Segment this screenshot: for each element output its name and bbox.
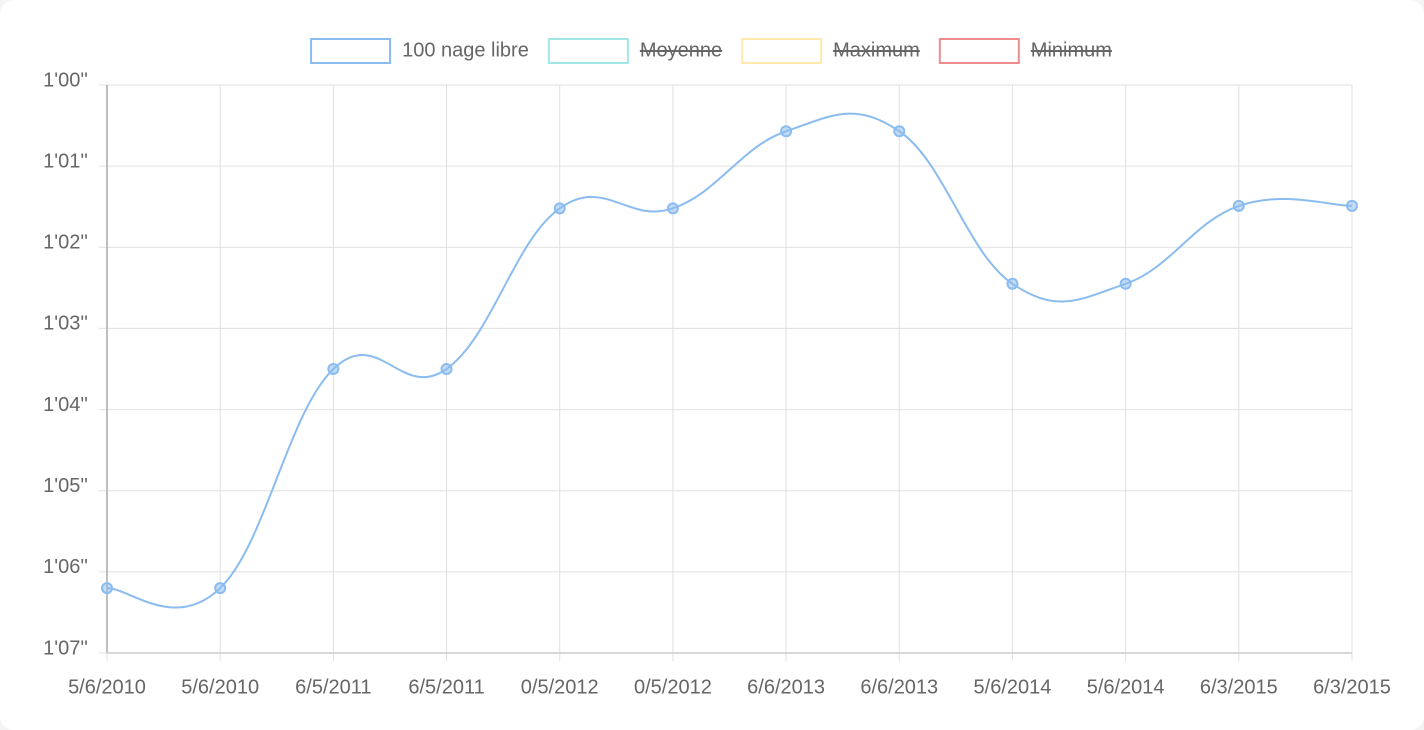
legend-label[interactable]: 100 nage libre	[402, 39, 529, 61]
y-tick-label: 1'05''	[43, 475, 88, 497]
legend-swatch	[938, 38, 1020, 64]
x-tick-label: 5/6/2010	[181, 676, 259, 698]
x-tick-label: 0/5/2012	[634, 676, 712, 698]
y-tick-label: 1'06''	[43, 556, 88, 578]
legend: 100 nage libre Moyenne Maximum Minimum	[310, 38, 1112, 64]
line	[106, 112, 1353, 609]
y-tick-label: 1'03''	[43, 313, 88, 335]
point	[1346, 199, 1358, 212]
point	[327, 363, 340, 375]
point	[440, 363, 453, 375]
point	[553, 202, 566, 215]
point	[1119, 277, 1132, 290]
x-tick-label: 5/6/2014	[1087, 676, 1165, 698]
x-tick-label: 5/6/2014	[974, 676, 1052, 698]
point	[101, 582, 113, 595]
x-tick-label: 6/5/2011	[408, 676, 484, 698]
y-tick-label: 1'02''	[43, 232, 88, 254]
x-tick-label: 0/5/2012	[521, 676, 599, 698]
legend-swatch	[547, 38, 629, 64]
x-tick-label: 5/6/2010	[68, 676, 146, 698]
point	[214, 582, 227, 595]
x-tick-label: 6/3/2015	[1200, 676, 1278, 698]
point	[1232, 199, 1245, 212]
point	[893, 125, 906, 138]
x-tick-label: 6/6/2013	[747, 676, 825, 698]
x-tick-label: 6/3/2015	[1313, 676, 1391, 698]
y-tick-label: 1'00''	[43, 69, 88, 91]
point	[780, 125, 793, 138]
point	[1006, 277, 1019, 290]
y-tick-label: 1'01''	[43, 150, 88, 172]
x-tick-label: 6/5/2011	[295, 676, 371, 698]
y-tick-label: 1'04''	[43, 394, 88, 416]
legend-swatch	[310, 38, 392, 64]
point	[666, 202, 679, 215]
x-tick-label: 6/6/2013	[860, 676, 938, 698]
y-tick-label: 1'07''	[43, 637, 88, 659]
legend-swatch	[741, 38, 823, 64]
